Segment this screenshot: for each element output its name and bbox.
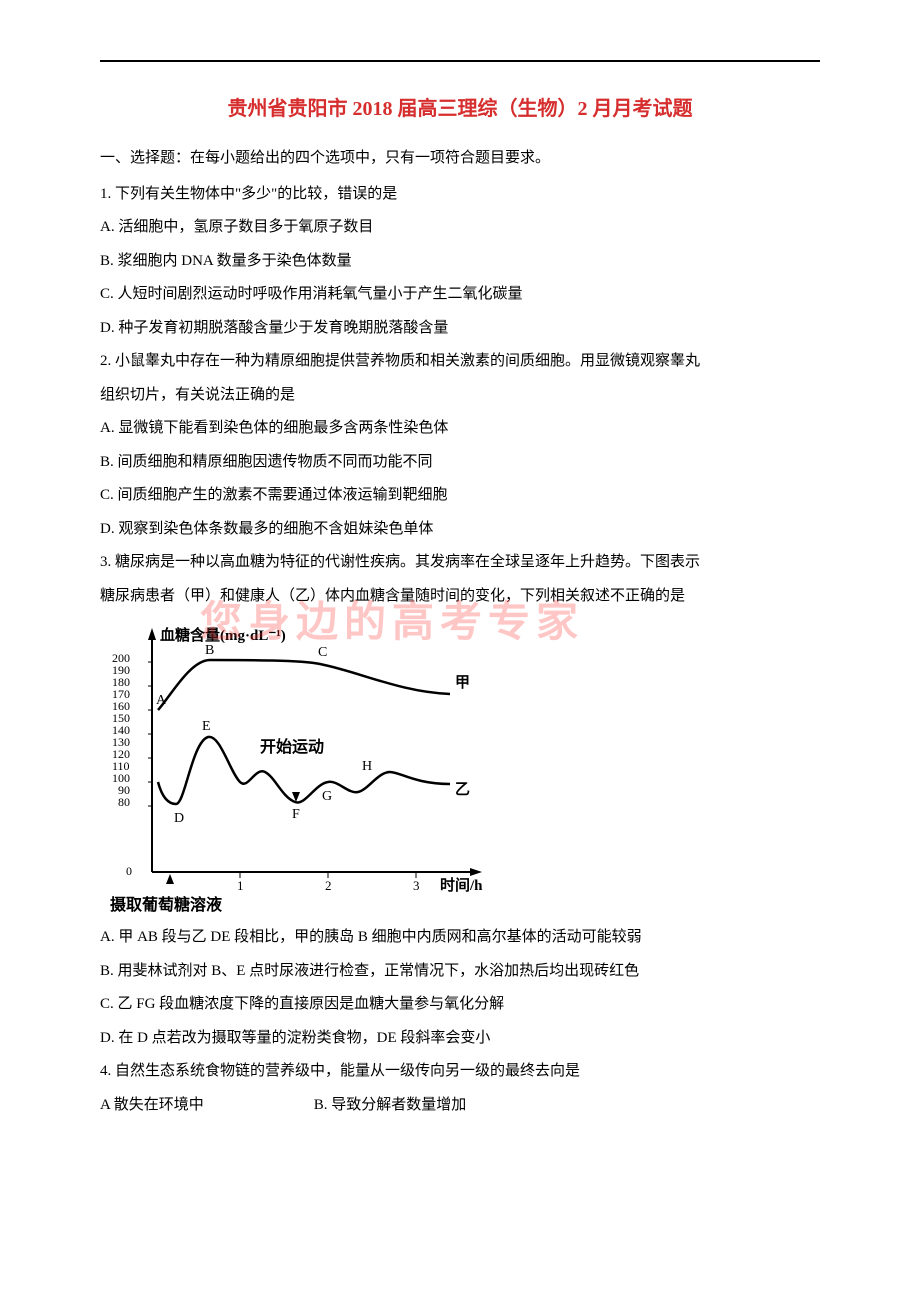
- exercise-label: 开始运动: [260, 737, 324, 756]
- q2-opt-a: A. 显微镜下能看到染色体的细胞最多含两条性染色体: [100, 413, 820, 445]
- q2-opt-c: C. 间质细胞产生的激素不需要通过体液运输到靶细胞: [100, 480, 820, 512]
- q3-opt-c: C. 乙 FG 段血糖浓度下降的直接原因是血糖大量参与氧化分解: [100, 989, 820, 1021]
- q2-opt-d: D. 观察到染色体条数最多的细胞不含姐妹染色单体: [100, 514, 820, 546]
- label-yi: 乙: [455, 782, 470, 798]
- q3-opt-b: B. 用斐林试剂对 B、E 点时尿液进行检查，正常情况下，水浴加热后均出现砖红色: [100, 956, 820, 988]
- q1-opt-d: D. 种子发育初期脱落酸含量少于发育晚期脱落酸含量: [100, 313, 820, 345]
- q1-opt-a: A. 活细胞中，氢原子数目多于氧原子数目: [100, 212, 820, 244]
- y-arrow-icon: [148, 628, 156, 640]
- q4-opt-b: B. 导致分解者数量增加: [314, 1090, 467, 1122]
- xtick-1: 1: [237, 878, 244, 893]
- point-e: E: [202, 719, 211, 734]
- point-a: A: [156, 693, 167, 708]
- xtick-3: 3: [413, 878, 420, 893]
- q1-opt-c: C. 人短时间剧烈运动时呼吸作用消耗氧气量小于产生二氧化碳量: [100, 279, 820, 311]
- point-c: C: [318, 645, 327, 660]
- q3-opt-d: D. 在 D 点若改为摄取等量的淀粉类食物，DE 段斜率会变小: [100, 1023, 820, 1055]
- point-h: H: [362, 759, 372, 774]
- point-b: B: [205, 643, 214, 658]
- intake-arrow-icon: [166, 874, 174, 884]
- q4-stem: 4. 自然生态系统食物链的营养级中，能量从一级传向另一级的最终去向是: [100, 1056, 820, 1088]
- x-caption: 摄取葡萄糖溶液: [110, 895, 223, 912]
- q3-stem-2: 糖尿病患者（甲）和健康人（乙）体内血糖含量随时间的变化，下列相关叙述不正确的是: [100, 581, 820, 613]
- point-f: F: [292, 807, 300, 822]
- ytick-80: 80: [118, 795, 130, 809]
- q3-opt-a: A. 甲 AB 段与乙 DE 段相比，甲的胰岛 B 细胞中内质网和高尔基体的活动…: [100, 922, 820, 954]
- label-jia: 甲: [455, 674, 470, 691]
- q1-stem: 1. 下列有关生物体中"多少"的比较，错误的是: [100, 179, 820, 211]
- page-title: 贵州省贵阳市 2018 届高三理综（生物）2 月月考试题: [100, 92, 820, 121]
- top-rule: [100, 60, 820, 62]
- curve-jia: [158, 660, 450, 710]
- point-d: D: [174, 811, 184, 826]
- q2-stem-1: 2. 小鼠睾丸中存在一种为精原细胞提供营养物质和相关激素的间质细胞。用显微镜观察…: [100, 346, 820, 378]
- x-arrow-icon: [470, 868, 482, 876]
- xtick-2: 2: [325, 878, 332, 893]
- q4-opt-a: A 散失在环境中: [100, 1090, 310, 1122]
- ytick-0: 0: [126, 864, 132, 878]
- x-axis-label: 时间/h: [440, 876, 483, 894]
- q1-opt-b: B. 浆细胞内 DNA 数量多于染色体数量: [100, 246, 820, 278]
- y-axis-label: 血糖含量(mg·dL⁻¹): [160, 626, 286, 644]
- blood-sugar-chart: 血糖含量(mg·dL⁻¹) 200 190 180 170 160 150 14…: [100, 622, 820, 912]
- section-intro: 一、选择题：在每小题给出的四个选项中，只有一项符合题目要求。: [100, 143, 820, 175]
- q2-opt-b: B. 间质细胞和精原细胞因遗传物质不同而功能不同: [100, 447, 820, 479]
- chart-svg: 血糖含量(mg·dL⁻¹) 200 190 180 170 160 150 14…: [100, 622, 500, 912]
- point-g: G: [322, 789, 332, 804]
- q2-stem-2: 组织切片，有关说法正确的是: [100, 380, 820, 412]
- q3-stem-1: 3. 糖尿病是一种以高血糖为特征的代谢性疾病。其发病率在全球呈逐年上升趋势。下图…: [100, 547, 820, 579]
- q4-opts-row: A 散失在环境中 B. 导致分解者数量增加: [100, 1090, 820, 1122]
